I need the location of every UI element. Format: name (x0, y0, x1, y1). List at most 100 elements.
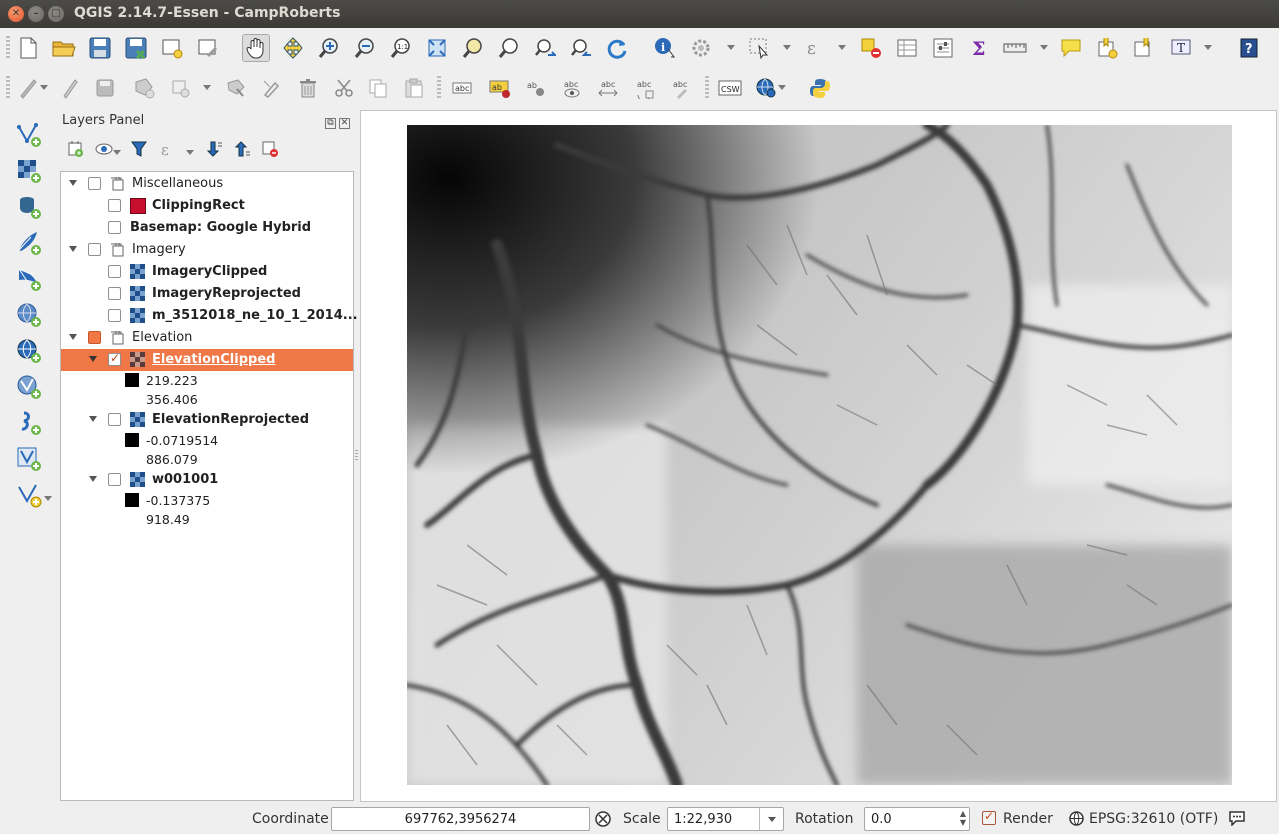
composer-manager-icon[interactable] (194, 34, 222, 62)
remove-layer-icon[interactable] (259, 138, 281, 160)
cut-features-icon[interactable] (330, 74, 358, 102)
edit-tool-icon[interactable] (258, 74, 286, 102)
add-spatialite-layer-icon[interactable] (14, 228, 44, 258)
toolbar-grip[interactable] (705, 76, 709, 100)
add-wcs-layer-icon[interactable] (14, 336, 44, 366)
expression-filter-dropdown-icon[interactable] (186, 150, 194, 155)
layer-visibility-checkbox[interactable] (108, 309, 121, 322)
tree-layer-clippingrect[interactable]: ClippingRect (61, 195, 353, 217)
csw-icon[interactable]: CSW (716, 74, 744, 102)
statistical-summary-icon[interactable]: Σ (965, 34, 993, 62)
toggle-editing-icon[interactable] (56, 74, 84, 102)
crs-label[interactable]: EPSG:32610 (OTF) (1089, 811, 1219, 827)
annotation-dropdown-icon[interactable] (1204, 45, 1212, 50)
layer-visibility-checkbox[interactable] (108, 221, 121, 234)
move-dropdown-icon[interactable] (203, 85, 211, 90)
identify-features-icon[interactable]: i (651, 34, 679, 62)
node-tool-icon[interactable] (222, 74, 250, 102)
zoom-actual-size-icon[interactable]: 1:1 (387, 34, 415, 62)
show-bookmarks-icon[interactable] (1129, 34, 1157, 62)
select-by-expression-icon[interactable]: ε (800, 34, 828, 62)
rotate-label-icon[interactable]: abc (630, 74, 658, 102)
map-tips-icon[interactable] (1057, 34, 1085, 62)
layer-visibility-checkbox[interactable] (108, 413, 121, 426)
show-hide-labels-icon[interactable]: abc (558, 74, 586, 102)
tree-group-miscellaneous[interactable]: Miscellaneous (61, 173, 353, 195)
add-wms-layer-icon[interactable] (14, 300, 44, 330)
zoom-full-icon[interactable] (423, 34, 451, 62)
coordinate-field[interactable]: 697762,3956274 (331, 807, 590, 831)
tree-layer-imageryclipped[interactable]: ImageryClipped (61, 261, 353, 283)
collapse-arrow-icon[interactable] (89, 416, 97, 422)
text-annotation-icon[interactable]: T (1167, 34, 1195, 62)
refresh-icon[interactable] (603, 34, 631, 62)
toolbar-grip[interactable] (6, 76, 10, 100)
pan-to-selection-icon[interactable] (279, 34, 307, 62)
measure-line-icon[interactable] (1001, 34, 1029, 62)
zoom-to-layer-icon[interactable] (459, 34, 487, 62)
delete-selected-icon[interactable] (294, 74, 322, 102)
collapse-arrow-icon[interactable] (69, 180, 77, 186)
copy-features-icon[interactable] (364, 74, 392, 102)
attribute-table-icon[interactable] (893, 34, 921, 62)
python-console-icon[interactable] (806, 74, 834, 102)
add-feature-icon[interactable] (130, 74, 158, 102)
window-close-button[interactable]: ✕ (8, 6, 24, 22)
new-project-icon[interactable] (14, 34, 42, 62)
tree-layer-imageryreprojected[interactable]: ImageryReprojected (61, 283, 353, 305)
collapse-arrow-icon[interactable] (89, 476, 97, 482)
new-layer-icon[interactable] (14, 480, 44, 510)
collapse-arrow-icon[interactable] (69, 334, 77, 340)
edits-dropdown-icon[interactable] (40, 85, 48, 90)
web-dropdown-icon[interactable] (778, 85, 786, 90)
add-group-icon[interactable] (64, 138, 86, 160)
add-wfs-layer-icon[interactable] (14, 372, 44, 402)
visibility-dropdown-icon[interactable] (113, 150, 121, 155)
add-delimited-text-layer-icon[interactable] (14, 408, 44, 438)
new-layer-dropdown-icon[interactable] (44, 496, 52, 501)
collapse-all-icon[interactable] (231, 138, 253, 160)
layer-visibility-checkbox[interactable] (108, 265, 121, 278)
layer-visibility-checkbox[interactable] (108, 199, 121, 212)
new-bookmark-icon[interactable] (1093, 34, 1121, 62)
change-label-icon[interactable]: abc (666, 74, 694, 102)
layer-visibility-checkbox-partial[interactable] (88, 331, 101, 344)
open-project-icon[interactable] (50, 34, 78, 62)
tree-layer-w001001[interactable]: w001001 (61, 469, 353, 491)
zoom-out-icon[interactable] (351, 34, 379, 62)
close-panel-icon[interactable]: ✕ (339, 118, 350, 129)
measure-dropdown-icon[interactable] (1040, 45, 1048, 50)
field-calculator-icon[interactable] (929, 34, 957, 62)
crs-globe-icon[interactable] (1069, 811, 1084, 826)
pan-hand-icon[interactable] (242, 34, 270, 62)
window-maximize-button[interactable]: □ (48, 6, 64, 22)
current-edits-icon[interactable] (14, 74, 42, 102)
add-mssql-layer-icon[interactable] (14, 264, 44, 294)
render-checkbox[interactable] (982, 809, 996, 825)
layer-tree[interactable]: Miscellaneous ClippingRect Basemap: Goog… (60, 171, 358, 801)
spin-arrows-icon[interactable]: ▲ ▼ (959, 809, 966, 827)
action-dropdown-icon[interactable] (727, 45, 735, 50)
layer-visibility-checkbox[interactable] (108, 351, 121, 366)
tree-layer-naip[interactable]: m_3512018_ne_10_1_2014... (61, 305, 358, 327)
deselect-features-icon[interactable] (857, 34, 885, 62)
filter-by-expression-icon[interactable]: ε (156, 138, 178, 160)
tree-layer-basemap[interactable]: Basemap: Google Hybrid (61, 217, 353, 239)
save-as-icon[interactable] (122, 34, 150, 62)
toggle-extents-icon[interactable] (594, 810, 612, 828)
scale-dropdown-button[interactable] (759, 808, 783, 830)
zoom-next-icon[interactable] (567, 34, 595, 62)
action-icon[interactable] (687, 34, 715, 62)
add-postgis-layer-icon[interactable] (14, 192, 44, 222)
help-icon[interactable]: ? (1235, 34, 1263, 62)
layer-visibility-checkbox[interactable] (88, 243, 101, 256)
rotation-spinbox[interactable]: 0.0 ▲ ▼ (864, 807, 970, 831)
save-edits-icon[interactable] (92, 74, 120, 102)
layer-labeling-icon[interactable]: abc (448, 74, 476, 102)
filter-legend-icon[interactable] (128, 138, 150, 160)
tree-layer-elevationclipped[interactable]: ElevationClipped (61, 349, 353, 371)
expand-all-icon[interactable] (203, 138, 225, 160)
wms-globe-icon[interactable] (752, 74, 780, 102)
add-virtual-layer-icon[interactable] (14, 444, 44, 474)
pin-labels-icon[interactable]: ab (522, 74, 550, 102)
